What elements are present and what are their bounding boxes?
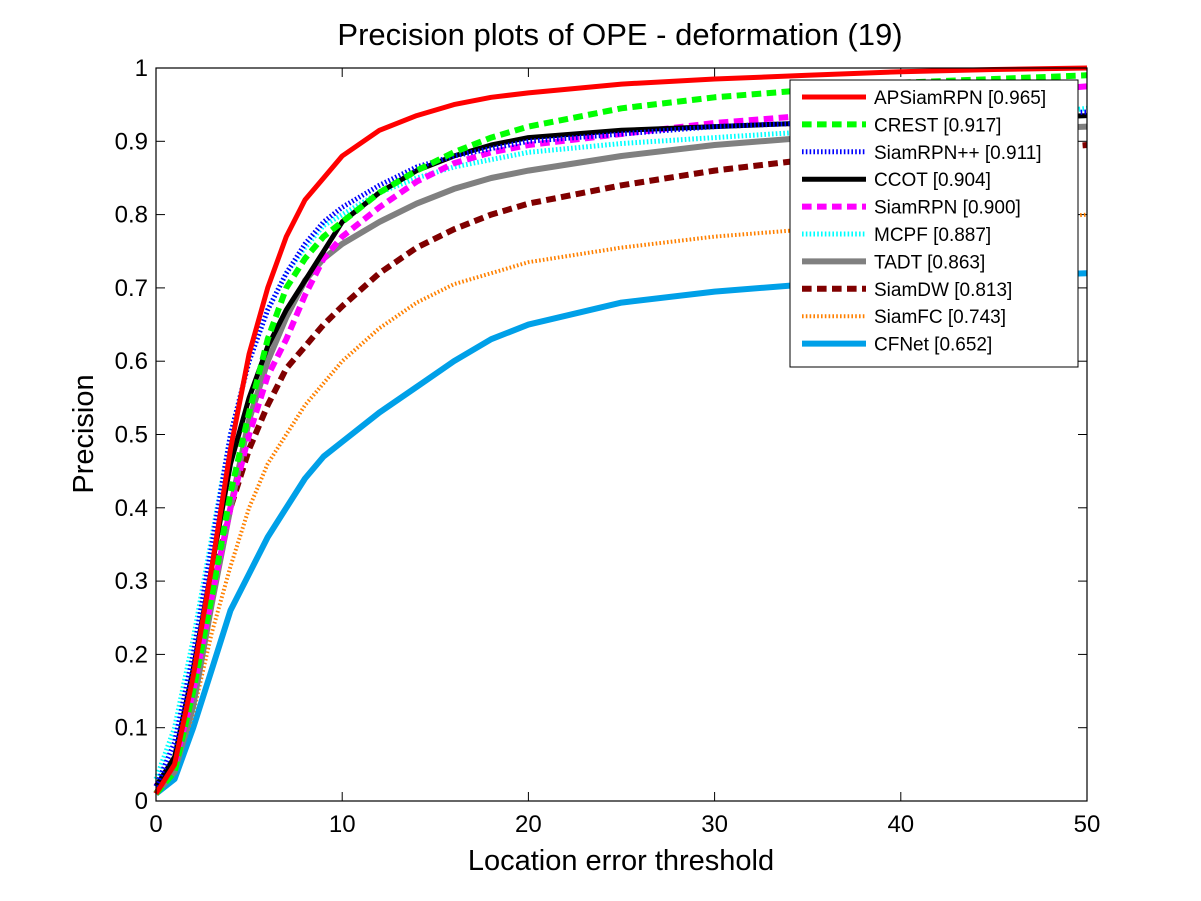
x-tick-label: 10 — [329, 811, 356, 838]
plot-frame — [155, 67, 1088, 802]
y-tick-label: 0.9 — [115, 128, 148, 155]
y-tick-label: 0.4 — [115, 495, 148, 522]
x-tick-label: 50 — [1074, 811, 1101, 838]
series-line — [153, 83, 1088, 789]
y-tick-label: 0.5 — [115, 422, 148, 449]
y-axis-ticks: 0 0.1 0.2 0.3 0.4 0.5 0.6 0.7 0.8 0.9 1 — [115, 55, 1087, 815]
series-line — [154, 212, 1088, 795]
y-tick-label: 0.8 — [115, 202, 148, 229]
legend: APSiamRPN [0.965] CREST [0.917] SiamRPN++ … — [789, 79, 1079, 368]
series-lines — [153, 65, 1088, 797]
legend-box — [789, 79, 1079, 368]
y-tick-label: 1 — [135, 55, 148, 82]
x-axis-ticks: 0 10 20 30 40 50 — [149, 68, 1100, 838]
x-tick-label: 30 — [701, 811, 728, 838]
series-line — [153, 109, 1088, 788]
legend-label: SiamFC [0.743] — [874, 307, 1006, 328]
legend-label: APSiamRPN [0.965] — [874, 88, 1046, 109]
x-axis-label: Location error threshold — [468, 845, 774, 877]
legend-label: SiamRPN++ [0.911] — [874, 143, 1042, 164]
x-tick-label: 20 — [515, 811, 542, 838]
legend-label: MCPF [0.887] — [874, 225, 991, 246]
y-tick-label: 0.1 — [115, 715, 148, 742]
series-line — [153, 72, 1088, 796]
legend-label: TADT [0.863] — [874, 252, 985, 273]
legend-label: CCOT [0.904] — [874, 170, 991, 191]
chart-title: Precision plots of OPE - deformation (19… — [337, 17, 902, 52]
legend-label: CFNet [0.652] — [874, 335, 992, 356]
y-tick-label: 0.7 — [115, 275, 148, 302]
y-tick-label: 0.3 — [115, 568, 148, 595]
legend-items: APSiamRPN [0.965] CREST [0.917] SiamRPN++ … — [802, 88, 1046, 356]
legend-label: SiamRPN [0.900] — [874, 198, 1021, 219]
y-tick-label: 0.6 — [115, 348, 148, 375]
x-tick-label: 40 — [887, 811, 914, 838]
series-line — [154, 270, 1088, 797]
y-tick-label: 0.2 — [115, 641, 148, 668]
x-tick-label: 0 — [149, 811, 162, 838]
legend-label: CREST [0.917] — [874, 115, 1001, 136]
y-tick-label: 0 — [135, 788, 148, 815]
y-axis-label: Precision — [68, 374, 100, 493]
legend-label: SiamDW [0.813] — [874, 280, 1012, 301]
series-line — [153, 65, 1088, 796]
